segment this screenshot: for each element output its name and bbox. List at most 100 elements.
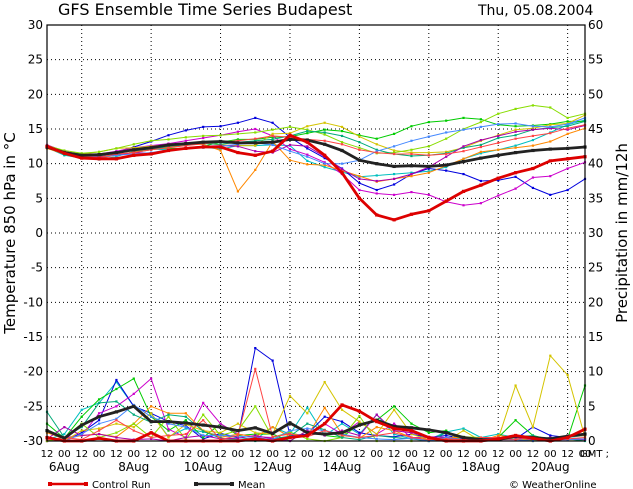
x-tick-hour: 00 [162, 449, 175, 460]
y-axis-left-ticks: 30 25 20 15 10 5 0 -5 -10 -15 -20 -25 -30 [23, 18, 43, 448]
x-tick-date: 20Aug [531, 460, 570, 474]
temp-point [357, 196, 361, 200]
precip-point [184, 424, 187, 427]
temp-point [410, 172, 413, 176]
precip-point [254, 367, 257, 370]
precip-point [184, 421, 188, 425]
temp-point [115, 147, 118, 150]
temp-point [427, 135, 430, 138]
temp-point [410, 125, 413, 128]
temp-point [306, 153, 309, 156]
temp-point [358, 134, 361, 137]
precip-point [358, 420, 361, 423]
temp-point [150, 139, 153, 142]
temp-point [427, 151, 430, 154]
x-tick-hour: 12 [41, 449, 54, 460]
precip-point [62, 436, 66, 440]
temp-point [236, 130, 240, 133]
precip-point [513, 433, 518, 438]
precip-point [392, 432, 396, 436]
precip-point [271, 426, 274, 429]
y-tick-left: -15 [23, 330, 43, 344]
legend-mean-marker-left [194, 482, 198, 486]
temp-point [271, 121, 274, 124]
y-tick-right: 0 [588, 434, 596, 448]
temp-point [323, 139, 326, 142]
x-tick-hour: 12 [422, 449, 435, 460]
y-tick-right: 10 [588, 365, 603, 379]
temp-point [496, 176, 500, 180]
precip-line [46, 403, 586, 443]
precip-point [514, 438, 517, 441]
precip-point [184, 427, 187, 430]
precip-point [566, 374, 569, 377]
y-tick-left: -20 [23, 365, 43, 379]
precip-point [97, 432, 101, 436]
temp-point [149, 146, 153, 150]
temp-point [497, 148, 500, 151]
precip-line [46, 405, 586, 442]
temp-point [375, 213, 379, 217]
precip-point [340, 408, 344, 411]
temp-point [445, 152, 448, 156]
temp-point [566, 132, 569, 135]
precip-point [461, 435, 466, 440]
temp-line [46, 127, 586, 192]
precip-point [392, 431, 396, 434]
temp-line [46, 133, 586, 222]
temp-point [531, 186, 535, 190]
temp-point [97, 150, 101, 153]
precip-point [202, 434, 205, 437]
temp-point [427, 170, 430, 173]
temp-point [514, 137, 517, 140]
temp-point [444, 163, 448, 167]
y-axis-right-label: Precipitation in mm/12h [613, 143, 631, 323]
x-tick-hour: 12 [318, 449, 331, 460]
temp-point [497, 141, 500, 144]
precip-point [392, 438, 396, 441]
temp-point [80, 153, 84, 157]
precip-point [445, 434, 448, 437]
temp-point [358, 141, 361, 144]
precip-point [340, 420, 344, 423]
temp-point [531, 176, 535, 179]
precip-point [149, 431, 153, 435]
temp-point [444, 199, 448, 203]
precip-point [340, 434, 344, 437]
temp-point [497, 194, 500, 197]
temp-point [271, 140, 275, 144]
temp-point [531, 125, 535, 128]
legend-control-label: Control Run [92, 480, 151, 489]
temp-point [392, 193, 396, 196]
temp-point [514, 144, 517, 147]
precip-point [306, 412, 309, 415]
temp-point [427, 145, 430, 148]
series-member [45, 116, 587, 443]
temp-point [549, 106, 552, 109]
precip-point [236, 437, 240, 440]
temp-point [114, 157, 119, 161]
precip-point [566, 435, 570, 440]
temp-point [461, 189, 466, 193]
temp-point [549, 123, 552, 126]
x-tick-hour: 00 [475, 449, 488, 460]
precip-point [80, 415, 83, 418]
y-tick-right: 55 [588, 53, 603, 67]
y-tick-left: 0 [35, 226, 43, 240]
precip-point [531, 426, 535, 429]
temp-point [201, 145, 205, 149]
precip-point [184, 426, 187, 429]
precip-point [80, 434, 83, 437]
temp-point [357, 158, 361, 162]
precip-point [115, 405, 118, 408]
temp-point [219, 143, 222, 146]
precip-point [358, 414, 361, 418]
temp-point [219, 134, 222, 137]
temp-point [306, 128, 309, 131]
temp-point [410, 175, 413, 178]
temp-point [150, 148, 153, 151]
temp-point [531, 127, 535, 130]
temp-point [340, 129, 344, 133]
precip-point [271, 435, 274, 438]
